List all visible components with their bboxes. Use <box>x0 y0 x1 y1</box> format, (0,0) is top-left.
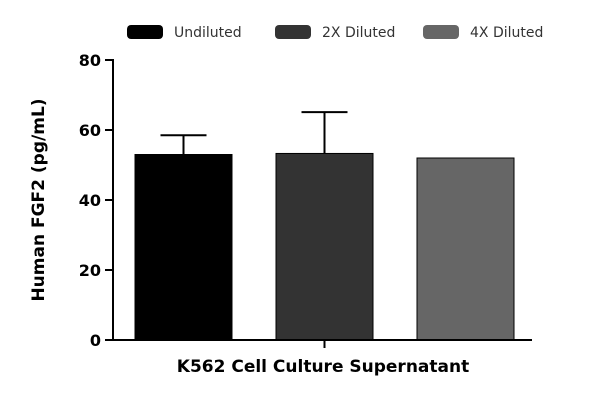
y-tick-label: 0 <box>90 331 101 350</box>
x-axis-title: K562 Cell Culture Supernatant <box>177 357 469 377</box>
y-tick-label: 20 <box>79 261 101 280</box>
bar <box>134 154 233 341</box>
axes-group: 0 20 40 60 80 <box>79 51 532 350</box>
legend-swatch <box>127 25 163 39</box>
y-tick-label: 40 <box>79 191 101 210</box>
legend-swatch <box>423 25 459 39</box>
bar <box>416 157 515 341</box>
bars-group <box>134 111 515 341</box>
y-axis-title: Human FGF2 (pg/mL) <box>29 98 49 301</box>
legend-label: 2X Diluted <box>322 25 395 41</box>
legend-swatch <box>275 25 311 39</box>
legend: Undiluted 2X Diluted 4X Diluted <box>127 25 543 41</box>
y-tick-label: 60 <box>79 121 101 140</box>
y-tick-label: 80 <box>79 51 101 70</box>
bar <box>275 152 374 341</box>
legend-label: Undiluted <box>174 25 242 41</box>
legend-label: 4X Diluted <box>470 25 543 41</box>
